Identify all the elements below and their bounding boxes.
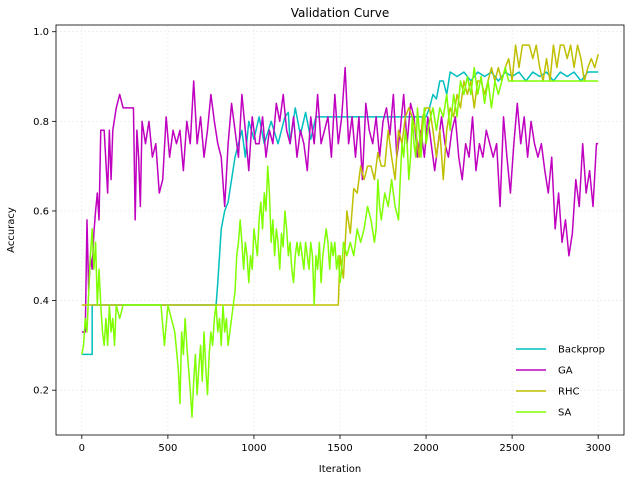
series-line-ga (81, 66, 599, 333)
legend-label-backprop: Backprop (558, 345, 605, 356)
series-line-backprop (81, 71, 599, 356)
x-tick-label: 2500 (499, 443, 524, 454)
y-tick-label: 0.6 (33, 206, 49, 217)
x-tick-label: 0 (79, 443, 85, 454)
y-tick-label: 1.0 (33, 27, 49, 38)
y-tick-label: 0.8 (33, 117, 49, 128)
legend-label-rhc: RHC (558, 387, 579, 398)
y-tick-label: 0.4 (33, 296, 49, 307)
x-tick-label: 1500 (327, 443, 352, 454)
y-tick-label: 0.2 (33, 386, 49, 397)
legend-label-ga: GA (558, 366, 573, 377)
x-tick-label: 2000 (413, 443, 438, 454)
chart-title: Validation Curve (291, 6, 389, 20)
x-axis-title: Iteration (319, 464, 361, 475)
x-tick-label: 3000 (585, 443, 610, 454)
x-tick-label: 500 (158, 443, 177, 454)
x-tick-label: 1000 (241, 443, 266, 454)
axis-ticks: 0 500 1000 1500 2000 2500 3000 0.2 0.4 0.6 0.8 1.0 (33, 27, 611, 454)
series-lines (81, 44, 599, 418)
legend-label-sa: SA (558, 408, 572, 419)
series-line-sa (81, 66, 599, 418)
y-axis-title: Accuracy (6, 207, 17, 253)
legend: Backprop GA RHC SA (516, 345, 605, 419)
